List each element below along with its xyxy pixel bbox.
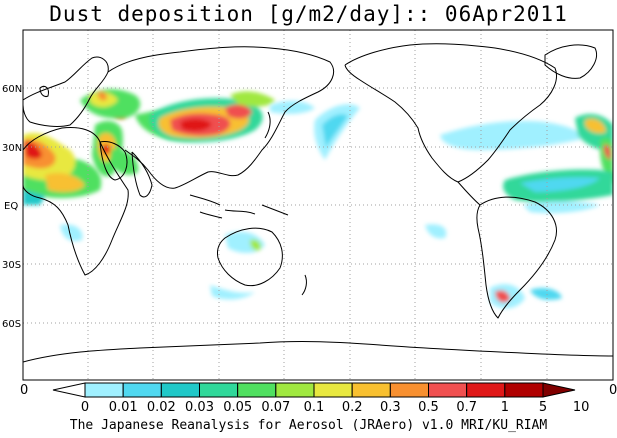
colorbar-arrow-right xyxy=(542,382,576,398)
dust-australia xyxy=(210,231,265,300)
lat-labels: 60N 30N EQ 30S 60S xyxy=(2,84,22,330)
colorbar-tick-label: 0.02 xyxy=(147,400,176,415)
colorbar-cell xyxy=(237,382,277,398)
colorbar-cells xyxy=(52,382,576,398)
coastlines xyxy=(23,43,613,363)
colorbar-cell xyxy=(199,382,239,398)
dust-south-asia xyxy=(60,149,139,242)
colorbar-cell xyxy=(428,382,468,398)
colorbar-ticks: 0 0.01 0.02 0.03 0.05 0.07 0.1 0.2 0.3 0.5 0.7 1 5 10 xyxy=(81,400,590,415)
coast-south-america xyxy=(476,196,557,319)
lat-label-60n: 60N xyxy=(2,84,22,95)
colorbar-tick-label: 1 xyxy=(501,400,509,415)
colorbar: 0 0 0 0.01 0.02 0.03 0.05 0.07 0.1 0.2 0.3 0.5 0.7… xyxy=(20,382,617,415)
coast-nz xyxy=(301,274,307,296)
coast-greenland xyxy=(544,44,597,79)
coast-australia xyxy=(217,227,283,287)
colorbar-tick-label: 0.7 xyxy=(456,400,477,415)
dust-atlantic xyxy=(440,114,613,185)
colorbar-tick-label: 0.07 xyxy=(261,400,290,415)
colorbar-cell xyxy=(84,382,124,398)
dust-gobi xyxy=(149,91,275,143)
dust-sahara xyxy=(23,132,102,205)
colorbar-tick-label: 0.05 xyxy=(223,400,252,415)
footer-credit: The Japanese Reanalysis for Aerosol (JRA… xyxy=(69,418,548,433)
coast-central-america xyxy=(457,181,481,206)
lat-label-eq: EQ xyxy=(4,201,18,212)
colorbar-cell xyxy=(504,382,544,398)
colorbar-cell xyxy=(275,382,315,398)
coast-europe xyxy=(23,56,109,127)
coast-uk xyxy=(39,85,49,97)
colorbar-left-end-label: 0 xyxy=(20,383,28,398)
coast-asia xyxy=(107,46,334,189)
colorbar-tick-label: 0.3 xyxy=(380,400,401,415)
map-title: Dust deposition [g/m2/day]:: 06Apr2011 xyxy=(49,2,568,26)
coast-africa xyxy=(23,127,129,276)
lat-label-30n: 30N xyxy=(2,143,22,154)
colorbar-tick-label: 0.1 xyxy=(304,400,325,415)
coast-india xyxy=(131,151,153,198)
colorbar-tick-label: 0.03 xyxy=(185,400,214,415)
coast-japan xyxy=(264,111,271,139)
coast-north-america xyxy=(344,43,557,183)
colorbar-cell xyxy=(160,382,200,398)
colorbar-tick-label: 0.5 xyxy=(418,400,439,415)
lat-label-30s: 30S xyxy=(2,260,21,271)
colorbar-cell xyxy=(122,382,162,398)
colorbar-tick-label: 0 xyxy=(81,400,89,415)
colorbar-arrow-left xyxy=(52,382,86,398)
lat-label-60s: 60S xyxy=(2,319,21,330)
coast-arabia xyxy=(99,141,128,181)
coast-indonesia xyxy=(189,194,289,219)
colorbar-tick-label: 10 xyxy=(573,400,590,415)
colorbar-cell xyxy=(313,382,353,398)
colorbar-cell xyxy=(466,382,506,398)
dust-pacific xyxy=(270,100,360,160)
colorbar-cell xyxy=(351,382,391,398)
dust-patagonia xyxy=(425,224,562,309)
colorbar-tick-label: 5 xyxy=(539,400,547,415)
colorbar-tick-label: 0.2 xyxy=(342,400,363,415)
dust-shading xyxy=(23,88,613,309)
dust-tropical-atlantic xyxy=(503,169,613,214)
plot-frame xyxy=(22,29,614,381)
coast-antarctica xyxy=(23,341,613,363)
colorbar-tick-label: 0.01 xyxy=(109,400,138,415)
colorbar-cell xyxy=(389,382,430,398)
colorbar-right-end-label: 0 xyxy=(609,383,617,398)
